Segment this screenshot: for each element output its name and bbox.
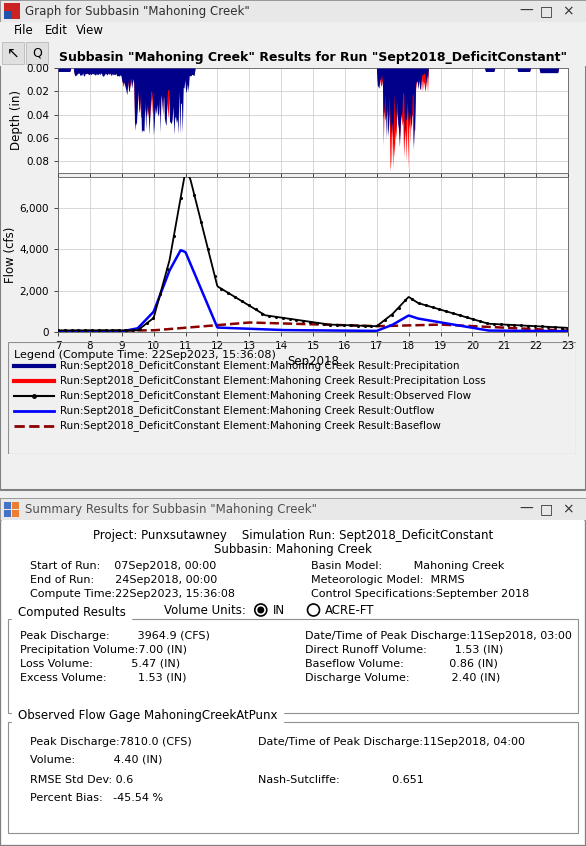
Text: IN: IN — [272, 603, 285, 617]
Bar — [26, 42, 48, 64]
Text: Subbasin: Mahoning Creek: Subbasin: Mahoning Creek — [214, 543, 372, 557]
Text: —: — — [519, 4, 533, 18]
Text: Graph for Subbasin "Mahoning Creek": Graph for Subbasin "Mahoning Creek" — [25, 4, 250, 18]
Text: □: □ — [540, 502, 553, 516]
Text: Baseflow Volume:             0.86 (IN): Baseflow Volume: 0.86 (IN) — [305, 659, 498, 669]
Text: Discharge Volume:            2.40 (IN): Discharge Volume: 2.40 (IN) — [305, 673, 500, 683]
Text: Precipitation Volume:7.00 (IN): Precipitation Volume:7.00 (IN) — [20, 645, 187, 655]
Text: Loss Volume:           5.47 (IN): Loss Volume: 5.47 (IN) — [20, 659, 180, 669]
Text: ACRE-FT: ACRE-FT — [325, 603, 374, 617]
Bar — [8, 722, 578, 833]
Bar — [4, 510, 11, 517]
Text: Run:Sept2018_DeficitConstant Element:Mahoning Creek Result:Outflow: Run:Sept2018_DeficitConstant Element:Mah… — [60, 405, 434, 416]
Text: Computed Results: Computed Results — [18, 606, 126, 619]
Text: Volume Units:: Volume Units: — [164, 603, 246, 617]
Text: Meteorologic Model:  MRMS: Meteorologic Model: MRMS — [311, 575, 464, 585]
Text: Project: Punxsutawney    Simulation Run: Sept2018_DeficitConstant: Project: Punxsutawney Simulation Run: Se… — [93, 530, 493, 542]
Text: RMSE Std Dev: 0.6: RMSE Std Dev: 0.6 — [30, 775, 133, 785]
Text: Percent Bias:   -45.54 %: Percent Bias: -45.54 % — [30, 793, 163, 803]
Text: Direct Runoff Volume:        1.53 (IN): Direct Runoff Volume: 1.53 (IN) — [305, 645, 503, 655]
Text: Basin Model:         Mahoning Creek: Basin Model: Mahoning Creek — [311, 561, 504, 571]
Text: Summary Results for Subbasin "Mahoning Creek": Summary Results for Subbasin "Mahoning C… — [25, 503, 317, 515]
Text: End of Run:      24Sep2018, 00:00: End of Run: 24Sep2018, 00:00 — [30, 575, 217, 585]
Y-axis label: Flow (cfs): Flow (cfs) — [4, 227, 16, 283]
Text: Compute Time:22Sep2023, 15:36:08: Compute Time:22Sep2023, 15:36:08 — [30, 589, 235, 599]
Bar — [2, 42, 24, 64]
Text: File: File — [14, 25, 34, 37]
Text: Legend (Compute Time: 22Sep2023, 15:36:08): Legend (Compute Time: 22Sep2023, 15:36:0… — [14, 350, 276, 360]
Text: Run:Sept2018_DeficitConstant Element:Mahoning Creek Result:Baseflow: Run:Sept2018_DeficitConstant Element:Mah… — [60, 420, 441, 431]
Text: ×: × — [562, 502, 574, 516]
Text: ×: × — [562, 4, 574, 18]
Text: Run:Sept2018_DeficitConstant Element:Mahoning Creek Result:Precipitation Loss: Run:Sept2018_DeficitConstant Element:Mah… — [60, 376, 486, 387]
Bar — [12, 510, 19, 517]
Text: Peak Discharge:7810.0 (CFS): Peak Discharge:7810.0 (CFS) — [30, 737, 192, 747]
Text: —: — — [519, 502, 533, 516]
X-axis label: Sep2018: Sep2018 — [287, 355, 339, 368]
Text: Date/Time of Peak Discharge:11Sep2018, 04:00: Date/Time of Peak Discharge:11Sep2018, 0… — [258, 737, 525, 747]
Text: □: □ — [540, 4, 553, 18]
Bar — [12, 502, 19, 509]
Text: ↖: ↖ — [6, 46, 19, 61]
Text: Peak Discharge:        3964.9 (CFS): Peak Discharge: 3964.9 (CFS) — [20, 631, 210, 641]
Text: Excess Volume:         1.53 (IN): Excess Volume: 1.53 (IN) — [20, 673, 186, 683]
Bar — [4, 502, 11, 509]
Bar — [4, 11, 12, 19]
Text: View: View — [76, 25, 104, 37]
Text: Control Specifications:September 2018: Control Specifications:September 2018 — [311, 589, 529, 599]
Text: Observed Flow Gage MahoningCreekAtPunx: Observed Flow Gage MahoningCreekAtPunx — [18, 709, 278, 722]
Text: Run:Sept2018_DeficitConstant Element:Mahoning Creek Result:Observed Flow: Run:Sept2018_DeficitConstant Element:Mah… — [60, 391, 471, 402]
Text: Date/Time of Peak Discharge:11Sep2018, 03:00: Date/Time of Peak Discharge:11Sep2018, 0… — [305, 631, 571, 641]
Text: Volume:           4.40 (IN): Volume: 4.40 (IN) — [30, 755, 162, 765]
Bar — [0, 22, 586, 40]
Text: Edit: Edit — [45, 25, 68, 37]
Bar — [0, 0, 586, 22]
Y-axis label: Depth (in): Depth (in) — [10, 91, 23, 151]
Text: Q: Q — [32, 47, 42, 59]
Text: Start of Run:    07Sep2018, 00:00: Start of Run: 07Sep2018, 00:00 — [30, 561, 216, 571]
Bar — [4, 3, 20, 19]
Circle shape — [257, 607, 264, 613]
Text: Nash-Sutcliffe:               0.651: Nash-Sutcliffe: 0.651 — [258, 775, 424, 785]
Bar — [0, 40, 586, 66]
Bar — [8, 619, 578, 713]
Bar — [0, 498, 586, 520]
Text: Run:Sept2018_DeficitConstant Element:Mahoning Creek Result:Precipitation: Run:Sept2018_DeficitConstant Element:Mah… — [60, 360, 459, 371]
Title: Subbasin "Mahoning Creek" Results for Run "Sept2018_DeficitConstant": Subbasin "Mahoning Creek" Results for Ru… — [59, 51, 567, 64]
